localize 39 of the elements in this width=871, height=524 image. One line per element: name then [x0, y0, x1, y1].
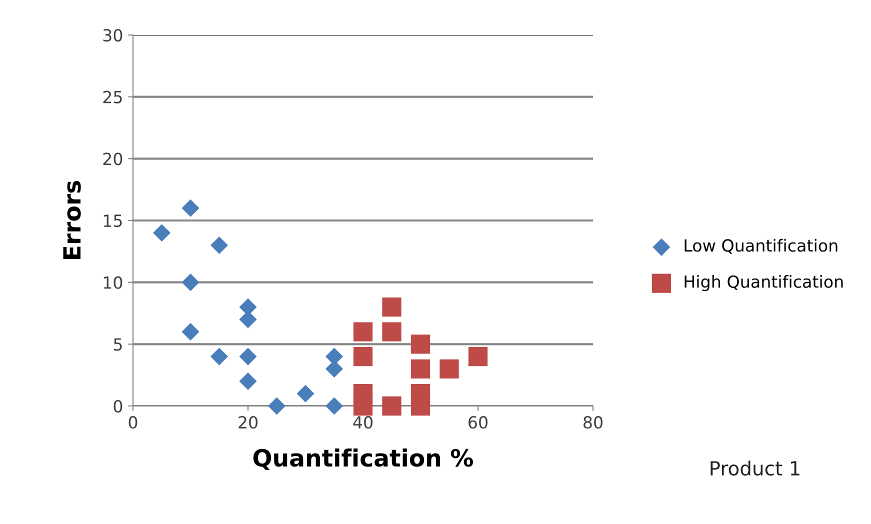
point: [182, 274, 200, 292]
x-tick-label: 40: [353, 416, 372, 429]
point: [353, 396, 373, 416]
point: [239, 348, 257, 366]
text: Product 1: [710, 460, 800, 476]
point: [353, 322, 373, 342]
point: [268, 397, 286, 415]
y-tick-label: 15: [104, 214, 122, 228]
y-tick-label: 20: [103, 152, 122, 166]
point: [239, 372, 257, 390]
point: [410, 359, 430, 378]
point: [353, 346, 373, 366]
point: [182, 323, 200, 341]
point: [382, 297, 402, 317]
x-tick-label: 60: [468, 416, 488, 429]
y-axis-title: Errors: [63, 180, 81, 259]
x-tick-label: 20: [238, 416, 258, 429]
y-tick-label: 5: [114, 338, 122, 351]
point: [468, 346, 488, 366]
point: [382, 396, 402, 416]
point: [382, 322, 402, 342]
y-tick-label: 10: [104, 276, 122, 289]
x-axis-title: Quantification %: [253, 448, 474, 470]
point: [410, 396, 430, 416]
point: [210, 236, 228, 254]
point: [182, 199, 200, 217]
legend-label: High Quantification: [684, 275, 843, 292]
point: [410, 334, 430, 354]
legend-label: Low Quantification: [684, 238, 838, 254]
point: [210, 348, 228, 366]
point: [325, 397, 344, 415]
x-tick-label: 80: [584, 416, 602, 429]
point: [440, 359, 459, 378]
y-tick-label: 30: [103, 28, 122, 42]
point: [152, 224, 171, 242]
y-tick-label: 25: [103, 90, 122, 104]
x-tick-label: 0: [128, 416, 138, 429]
point: [296, 384, 314, 402]
y-tick-label: 0: [114, 400, 122, 413]
